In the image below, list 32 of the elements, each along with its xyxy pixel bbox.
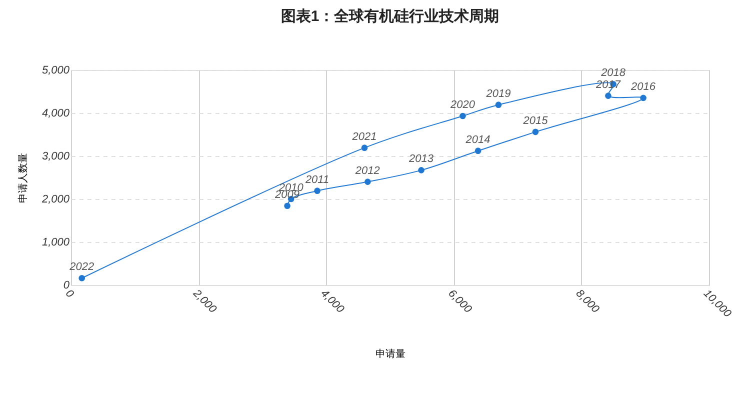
point bbox=[361, 144, 368, 151]
annotation: 2014 bbox=[464, 134, 490, 146]
point bbox=[364, 178, 371, 185]
point bbox=[474, 148, 482, 154]
annotation: 2020 bbox=[449, 99, 476, 112]
y-tick-label: 3,000 bbox=[42, 150, 70, 162]
annotation: 2015 bbox=[522, 114, 549, 127]
annotation: 2011 bbox=[304, 174, 330, 186]
y-tick-label: 0 bbox=[63, 280, 70, 292]
point bbox=[495, 102, 502, 108]
x-axis-title: 申请量 bbox=[376, 348, 406, 360]
annotation: 2021 bbox=[351, 130, 377, 143]
annotation: 2013 bbox=[408, 153, 434, 166]
y-tick-label: 1,000 bbox=[42, 236, 70, 248]
y-tick-label: 5,000 bbox=[42, 64, 70, 76]
y-axis-title: 申请人数量 bbox=[16, 153, 29, 203]
point bbox=[78, 274, 86, 282]
annotation: 2022 bbox=[68, 261, 94, 274]
point bbox=[314, 188, 320, 194]
point bbox=[418, 167, 424, 174]
chart-title: 图表1：全球有机硅行业技术周期 bbox=[280, 8, 500, 25]
point bbox=[532, 128, 539, 136]
annotation: 2018 bbox=[600, 67, 626, 80]
point bbox=[284, 202, 290, 210]
point bbox=[640, 94, 646, 102]
annotation: 2012 bbox=[354, 164, 380, 177]
y-tick-label: 4,000 bbox=[42, 108, 70, 120]
y-tick-label: 2,000 bbox=[40, 194, 70, 206]
annotation: 2016 bbox=[630, 80, 656, 93]
point bbox=[460, 112, 466, 120]
point bbox=[605, 92, 612, 99]
annotation: 2019 bbox=[485, 88, 511, 100]
